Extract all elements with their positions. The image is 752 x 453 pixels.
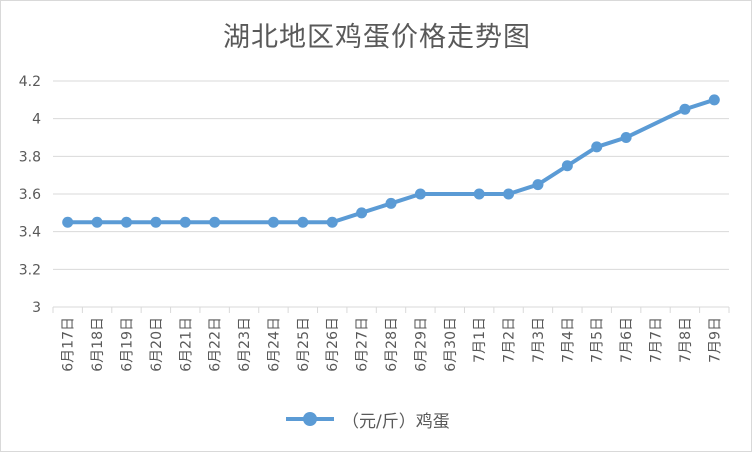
x-tick-label: 7月2日 [502,317,518,363]
data-point [120,216,132,228]
data-point [356,207,368,219]
data-point [414,188,426,200]
x-tick-label: 6月17日 [61,317,77,372]
data-point [62,216,74,228]
y-tick-label: 4.2 [19,74,41,90]
x-tick-label: 6月19日 [119,317,135,372]
y-tick-label: 3.6 [19,187,41,203]
x-tick-label: 6月27日 [355,317,371,372]
y-tick-label: 3.4 [19,225,41,241]
y-tick-label: 3.8 [19,149,41,165]
x-tick-label: 7月5日 [590,317,606,363]
x-tick-label: 6月22日 [208,317,224,372]
legend-label: （元/斤）鸡蛋 [342,411,450,432]
x-tick-label: 7月9日 [707,317,723,363]
y-tick-label: 3 [32,300,41,316]
x-tick-label: 7月6日 [619,317,635,363]
x-tick-label: 6月21日 [178,317,194,372]
x-tick-label: 6月25日 [296,317,312,372]
data-point [267,216,279,228]
y-tick-label: 3.2 [19,262,41,278]
y-tick-label: 4 [32,112,41,128]
data-point [326,216,338,228]
legend: （元/斤）鸡蛋 [286,408,450,432]
data-point [209,216,221,228]
data-point [708,94,720,106]
x-tick-label: 6月28日 [384,317,400,372]
data-point [561,160,573,172]
data-point [179,216,191,228]
data-point [620,132,632,143]
x-tick-label: 7月3日 [531,317,547,363]
x-axis-tick-labels: 6月17日 6月18日 6月19日 6月20日 6月21日 6月22日 6月23日 6月24日… [61,317,724,372]
x-tick-label: 7月1日 [472,317,488,363]
data-point [591,141,603,153]
data-point [503,188,515,200]
x-tick-label: 6月29日 [413,317,429,372]
data-point [297,216,309,228]
x-tick-label: 7月4日 [560,317,576,363]
data-point [679,103,691,115]
series-layer [62,94,720,228]
x-axis [52,306,730,313]
data-point [532,179,544,191]
x-tick-label: 7月8日 [678,317,694,363]
x-tick-label: 7月7日 [649,317,665,363]
data-point [385,197,397,209]
x-tick-label: 6月20日 [149,317,165,372]
x-tick-label: 6月23日 [237,317,253,372]
x-tick-label: 6月30日 [443,317,459,372]
legend-swatch-icon [286,412,334,426]
chart-title: 湖北地区鸡蛋价格走势图 [223,22,531,53]
data-point [473,188,485,200]
data-point [91,216,103,228]
data-point [150,216,162,228]
gridlines [53,80,729,270]
x-tick-label: 6月24日 [266,317,282,372]
x-tick-label: 6月26日 [325,317,341,372]
x-tick-label: 6月18日 [90,317,106,372]
y-axis-tick-labels: 3 3.2 3.4 3.6 3.8 4 4.2 [19,74,41,316]
